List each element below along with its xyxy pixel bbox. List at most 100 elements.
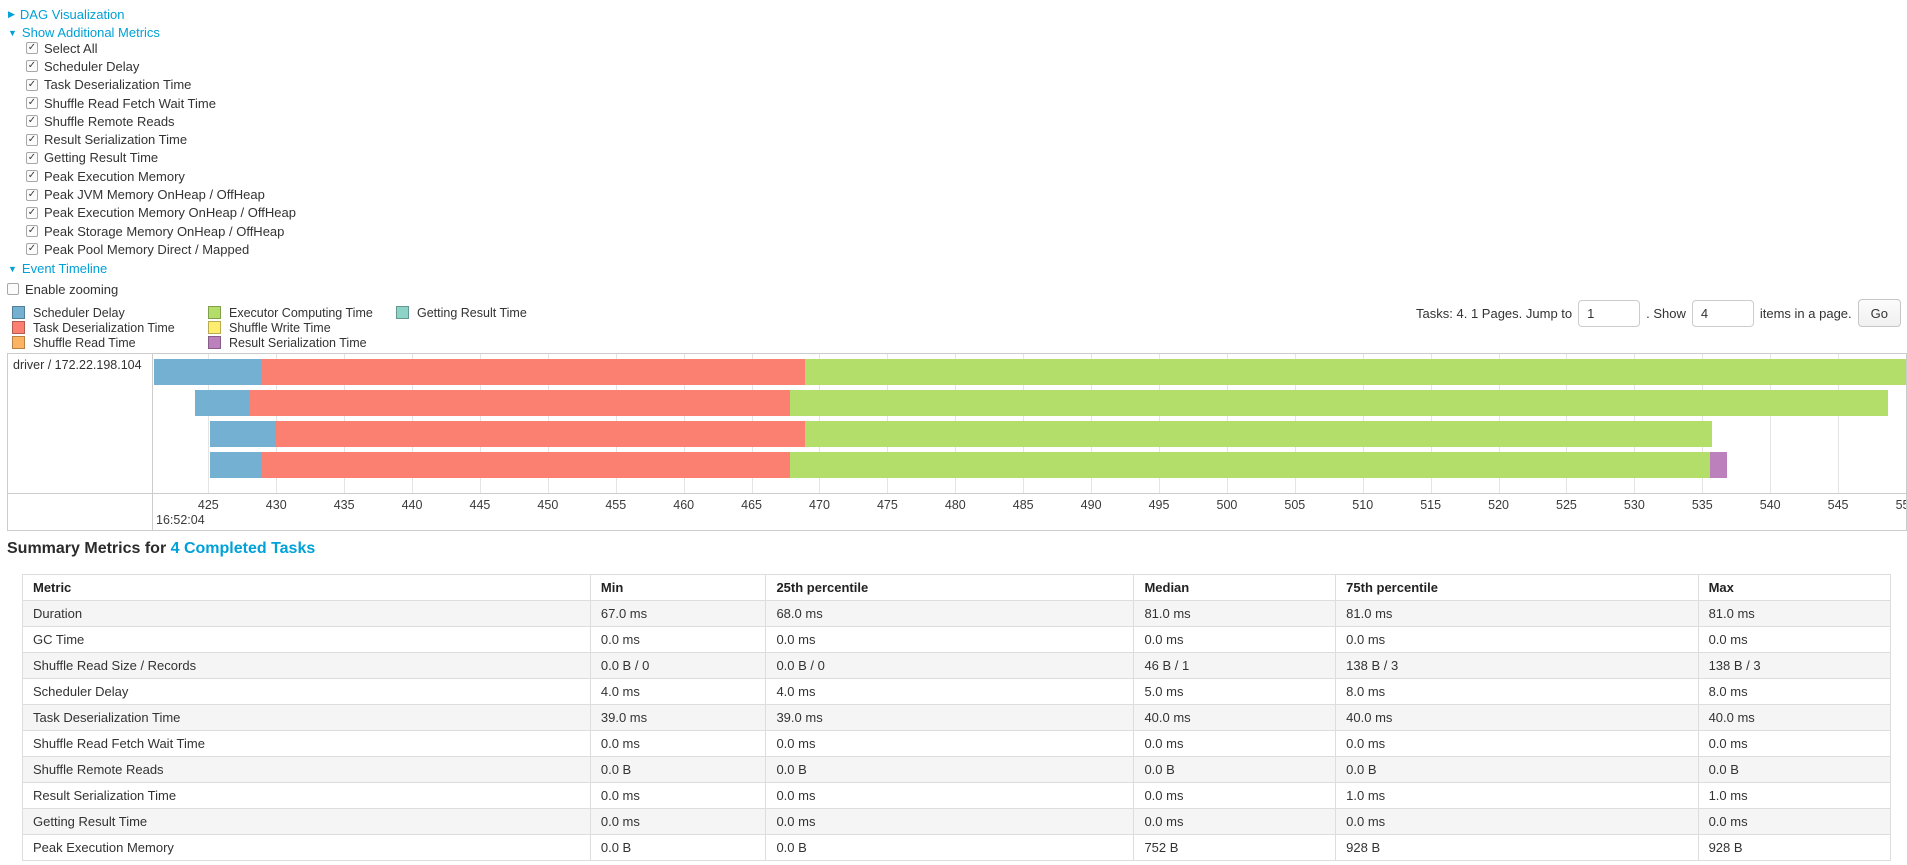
go-button[interactable]: Go xyxy=(1857,299,1901,327)
metric-checkbox-row: ✓ Scheduler Delay xyxy=(26,57,296,75)
x-axis-tick-label: 470 xyxy=(809,498,830,512)
legend-item: Scheduler Delay xyxy=(12,305,208,320)
metric-checkbox[interactable]: ✓ xyxy=(26,42,38,55)
legend-swatch-icon xyxy=(12,306,25,319)
x-axis-tick-label: 490 xyxy=(1080,498,1102,512)
metric-checkbox-label: Peak Execution Memory OnHeap / OffHeap xyxy=(44,205,296,221)
metric-value-cell: 46 B / 1 xyxy=(1133,652,1337,679)
chevron-down-icon: ▼ xyxy=(8,27,17,38)
metric-name-cell: Getting Result Time xyxy=(22,808,591,835)
metric-value-cell: 0.0 ms xyxy=(589,808,767,835)
task-segment-executor-computing[interactable] xyxy=(804,421,1712,447)
x-axis-tick-label: 515 xyxy=(1420,498,1442,512)
task-segment-executor-computing[interactable] xyxy=(789,390,1889,416)
event-timeline-toggle[interactable]: ▼ Event Timeline xyxy=(8,261,107,276)
metric-checkbox-label: Peak Pool Memory Direct / Mapped xyxy=(44,241,250,257)
metric-value-cell: 40.0 ms xyxy=(1133,704,1337,731)
metric-value-cell: 0.0 ms xyxy=(1133,730,1337,757)
task-segment-task-deserialization[interactable] xyxy=(249,390,790,416)
x-axis-tick-label: 520 xyxy=(1488,498,1509,512)
metric-checkbox[interactable]: ✓ xyxy=(26,170,38,183)
metric-checkbox[interactable]: ✓ xyxy=(26,225,38,238)
metric-name-cell: Peak Execution Memory xyxy=(22,834,591,861)
task-segment-scheduler-delay[interactable] xyxy=(154,359,262,385)
metric-checkbox[interactable]: ✓ xyxy=(26,78,38,91)
task-segment-scheduler-delay[interactable] xyxy=(209,421,277,447)
legend-swatch-icon xyxy=(208,336,221,349)
metric-name-cell: Shuffle Remote Reads xyxy=(22,756,591,783)
legend-item: Result Serialization Time xyxy=(208,335,396,350)
enable-zooming-checkbox[interactable] xyxy=(7,283,19,296)
metric-value-cell: 1.0 ms xyxy=(1335,782,1699,809)
metric-checkbox-label: Peak Storage Memory OnHeap / OffHeap xyxy=(44,223,285,239)
task-segment-scheduler-delay[interactable] xyxy=(194,390,250,416)
metric-value-cell: 928 B xyxy=(1335,834,1699,861)
metric-value-cell: 0.0 ms xyxy=(765,626,1135,653)
metric-checkbox[interactable]: ✓ xyxy=(26,243,38,256)
chevron-right-icon: ▶ xyxy=(8,9,15,19)
legend-label: Task Deserialization Time xyxy=(33,320,175,335)
legend-swatch-icon xyxy=(208,306,221,319)
task-segment-task-deserialization[interactable] xyxy=(276,421,805,447)
x-axis-tick-label: 430 xyxy=(265,498,287,512)
metric-value-cell: 0.0 ms xyxy=(1335,626,1699,653)
metric-value-cell: 4.0 ms xyxy=(589,678,767,705)
metric-checkbox-label: Task Deserialization Time xyxy=(44,77,192,93)
x-axis-tick-label: 510 xyxy=(1352,498,1374,512)
task-timeline-row xyxy=(154,421,1906,447)
dag-visualization-toggle[interactable]: ▶ DAG Visualization xyxy=(8,7,124,22)
legend-column: Executor Computing Time Shuffle Write Tim… xyxy=(208,305,396,350)
task-segment-task-deserialization[interactable] xyxy=(261,452,790,478)
task-segment-scheduler-delay[interactable] xyxy=(209,452,262,478)
legend-label: Shuffle Read Time xyxy=(33,335,136,350)
metric-value-cell: 138 B / 3 xyxy=(1335,652,1699,679)
metric-value-cell: 0.0 B xyxy=(589,834,767,861)
metric-name-cell: GC Time xyxy=(22,626,591,653)
metric-checkbox[interactable]: ✓ xyxy=(26,115,38,128)
table-row: Shuffle Read Size / Records 0.0 B / 0 0.0 … xyxy=(22,652,1892,679)
metric-checkbox-row: ✓ Peak Pool Memory Direct / Mapped xyxy=(26,240,296,258)
metric-checkbox[interactable]: ✓ xyxy=(26,133,38,146)
legend-label: Executor Computing Time xyxy=(229,305,373,320)
task-segment-result-serialization[interactable] xyxy=(1710,452,1727,478)
metric-checkbox-label: Getting Result Time xyxy=(44,150,159,166)
legend-swatch-icon xyxy=(12,336,25,349)
items-per-page-input[interactable] xyxy=(1691,299,1754,327)
metric-value-cell: 0.0 B xyxy=(1335,756,1699,783)
metric-checkbox[interactable]: ✓ xyxy=(26,97,38,110)
completed-tasks-link[interactable]: 4 Completed Tasks xyxy=(170,540,316,557)
metric-checkbox-label: Select All xyxy=(44,40,98,56)
task-segment-executor-computing[interactable] xyxy=(804,359,1906,385)
legend-label: Result Serialization Time xyxy=(229,335,367,350)
task-timeline-row xyxy=(154,359,1906,385)
metric-name-cell: Scheduler Delay xyxy=(22,678,591,705)
metric-checkbox[interactable]: ✓ xyxy=(26,60,38,73)
executor-label-column: driver / 172.22.198.104 xyxy=(8,354,153,530)
table-header-cell: Max xyxy=(1697,574,1892,601)
metric-value-cell: 68.0 ms xyxy=(765,600,1135,627)
metric-checkbox[interactable]: ✓ xyxy=(26,151,38,164)
task-pagination: Tasks: 4. 1 Pages. Jump to . Show items … xyxy=(1416,296,1901,330)
show-additional-metrics-toggle[interactable]: ▼ Show Additional Metrics xyxy=(8,25,160,40)
task-segment-executor-computing[interactable] xyxy=(789,452,1711,478)
summary-heading-prefix: Summary Metrics for xyxy=(7,540,171,557)
pagination-suffix: items in a page. xyxy=(1759,305,1852,321)
legend-label: Scheduler Delay xyxy=(33,305,125,320)
jump-to-page-input[interactable] xyxy=(1578,299,1641,327)
metric-checkbox[interactable]: ✓ xyxy=(26,206,38,219)
table-header-row: Metric Min 25th percentile Median 75th perce… xyxy=(22,574,1892,601)
metric-value-cell: 67.0 ms xyxy=(589,600,767,627)
table-row: Getting Result Time 0.0 ms 0.0 ms 0.0 ms 0.0… xyxy=(22,808,1892,835)
task-segment-task-deserialization[interactable] xyxy=(261,359,805,385)
metric-checkbox-label: Scheduler Delay xyxy=(44,58,140,74)
gridline xyxy=(1770,354,1772,493)
metric-checkbox[interactable]: ✓ xyxy=(26,188,38,201)
metric-checkbox-row: ✓ Peak Execution Memory OnHeap / OffHeap xyxy=(26,204,296,222)
metric-name-cell: Shuffle Read Size / Records xyxy=(22,652,591,679)
metric-value-cell: 0.0 ms xyxy=(1335,730,1699,757)
metric-checkbox-row: ✓ Peak JVM Memory OnHeap / OffHeap xyxy=(26,185,296,203)
timeline-plot-area: 425 430 435 440 445 450 455 460 465 470 475 480 485 4… xyxy=(154,354,1906,530)
timeline-legend: Scheduler Delay Task Deserialization Time… xyxy=(12,305,527,350)
enable-zooming-row: Enable zooming xyxy=(7,280,118,298)
metric-checkbox-row: ✓ Peak Storage Memory OnHeap / OffHeap xyxy=(26,222,296,240)
